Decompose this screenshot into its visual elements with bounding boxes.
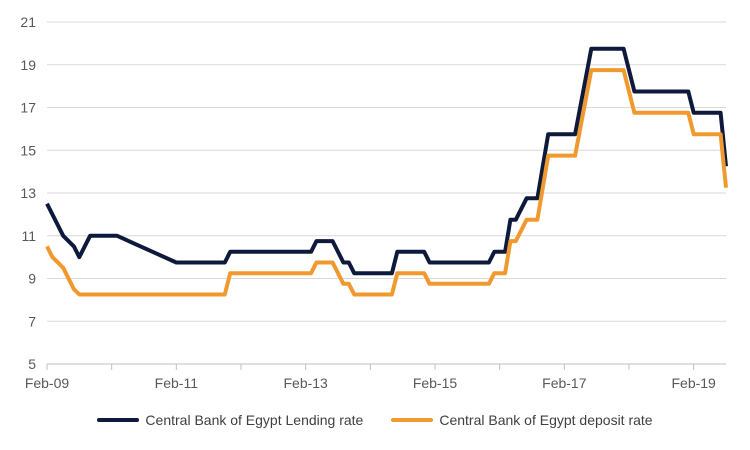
y-tick-label: 9 (28, 271, 36, 287)
y-tick-label: 5 (28, 356, 36, 372)
x-tick-label: Feb-13 (283, 375, 328, 391)
legend-item-lending: Central Bank of Egypt Lending rate (97, 412, 363, 428)
y-tick-label: 15 (20, 142, 36, 158)
y-tick-label: 21 (20, 14, 36, 30)
x-tick-label: Feb-17 (542, 375, 587, 391)
x-tick-label: Feb-09 (25, 375, 70, 391)
series-lines (45, 46, 728, 297)
y-tick-label: 13 (20, 185, 36, 201)
series-line-deposit (45, 68, 728, 297)
gridlines (47, 21, 726, 322)
y-tick-label: 11 (21, 228, 36, 244)
legend-swatch-lending (97, 418, 140, 422)
x-tick-label: Feb-11 (155, 375, 199, 391)
x-tick-label: Feb-15 (413, 375, 458, 391)
y-tick-label: 19 (20, 57, 36, 73)
y-tick-label: 17 (20, 100, 36, 116)
legend-swatch-deposit (391, 418, 434, 422)
x-tick-label: Feb-19 (671, 375, 716, 391)
legend-label-deposit: Central Bank of Egypt deposit rate (439, 412, 653, 428)
legend-label-lending: Central Bank of Egypt Lending rate (145, 412, 364, 428)
y-axis-ticks: 5 7 9 11 13 15 17 19 21 (20, 14, 36, 372)
y-tick-label: 7 (28, 313, 36, 329)
x-axis: Feb-09 Feb-11 Feb-13 Feb-15 Feb-17 Feb-19 (25, 363, 726, 391)
legend-item-deposit: Central Bank of Egypt deposit rate (391, 412, 653, 428)
series-line-lending (45, 46, 728, 276)
legend: Central Bank of Egypt Lending rate Centr… (0, 405, 750, 435)
